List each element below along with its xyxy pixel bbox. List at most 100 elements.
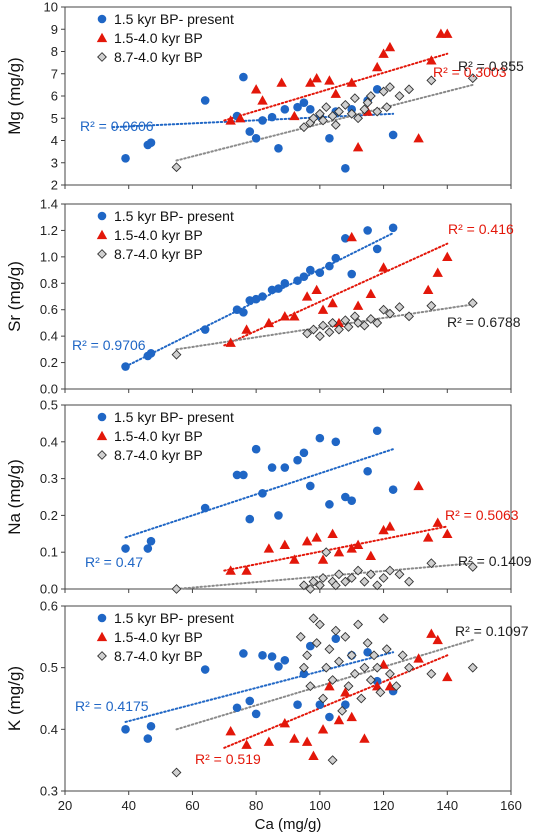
data-point — [200, 503, 210, 513]
data-point — [289, 554, 300, 564]
trendline — [111, 112, 395, 129]
data-point — [467, 561, 478, 572]
legend-entry: 1.5-4.0 kyr BP — [114, 227, 203, 243]
data-point — [388, 485, 398, 494]
data-point — [279, 539, 291, 549]
legend-entry: 1.5 kyr BP- present — [114, 610, 234, 626]
x-tick-label: 140 — [436, 798, 458, 813]
data-point — [258, 116, 267, 125]
x-tick-label: 160 — [500, 798, 522, 813]
data-point — [330, 580, 341, 591]
data-point — [295, 631, 306, 642]
data-point — [426, 558, 437, 569]
data-point — [225, 725, 236, 736]
data-point — [372, 106, 383, 117]
data-point — [306, 105, 315, 114]
data-point — [353, 619, 364, 630]
data-point — [334, 106, 344, 117]
data-point — [305, 584, 316, 594]
data-point — [121, 154, 130, 163]
y-tick-label: 0.8 — [40, 276, 58, 291]
data-point — [347, 496, 357, 505]
data-point — [422, 532, 434, 542]
data-point — [267, 285, 277, 295]
data-point — [365, 675, 376, 685]
data-point — [301, 291, 313, 301]
data-point — [311, 532, 322, 542]
data-point — [378, 262, 389, 272]
data-point — [200, 96, 210, 105]
data-point — [324, 644, 335, 655]
data-point — [381, 644, 392, 655]
data-point — [258, 292, 267, 301]
data-point — [349, 311, 360, 322]
data-point — [359, 104, 370, 115]
data-point — [317, 554, 329, 564]
data-point — [331, 437, 341, 447]
y-axis-label: Mg (mg/g) — [5, 57, 24, 134]
data-point — [250, 84, 262, 94]
y-tick-label: 10 — [44, 0, 58, 15]
data-point — [341, 492, 350, 502]
legend-marker — [97, 211, 107, 221]
r2-label: R² = 0.416 — [448, 221, 514, 237]
r2-label: R² = 0.0606 — [80, 118, 154, 134]
plot-frame — [64, 605, 512, 792]
legend-entry: 1.5-4.0 kyr BP — [114, 428, 203, 444]
data-point — [381, 102, 392, 113]
data-point — [318, 115, 328, 126]
data-point — [333, 317, 345, 328]
data-point — [280, 655, 290, 665]
data-point — [311, 284, 322, 295]
data-point — [442, 671, 453, 682]
data-point — [267, 463, 277, 472]
data-point — [372, 317, 383, 328]
y-tick-label: 0.3 — [40, 471, 58, 486]
data-point — [362, 97, 373, 108]
data-point — [330, 88, 341, 98]
data-point — [245, 127, 255, 136]
data-point — [225, 565, 236, 575]
data-point — [375, 687, 386, 698]
data-point — [340, 576, 351, 587]
y-tick-label: 1.4 — [40, 197, 58, 212]
y-tick-label: 6 — [51, 89, 58, 104]
data-point — [311, 638, 322, 648]
data-point — [257, 95, 268, 105]
data-point — [352, 300, 364, 310]
data-point — [378, 613, 389, 624]
panel-2: 0.0 0.1 0.2 0.3 0.4 0.5 Na (mg/g) 1.5 kyr BP- p… — [5, 398, 532, 597]
legend-marker — [97, 249, 107, 259]
data-point — [353, 113, 364, 124]
data-point — [422, 284, 434, 295]
data-point — [340, 687, 351, 697]
data-point — [432, 267, 443, 277]
y-tick-label: 5 — [51, 111, 58, 126]
data-point — [394, 91, 405, 101]
data-point — [432, 634, 443, 645]
data-point — [413, 133, 424, 143]
y-tick-label: 0.4 — [40, 329, 58, 344]
data-point — [146, 138, 156, 148]
legend-marker — [96, 430, 108, 441]
data-point — [306, 265, 315, 275]
data-point — [378, 86, 389, 97]
data-point — [235, 113, 246, 123]
data-point — [251, 444, 261, 454]
data-point — [280, 463, 290, 472]
data-point — [280, 278, 290, 288]
data-point — [359, 733, 370, 743]
data-point — [384, 41, 396, 52]
data-point — [372, 61, 383, 72]
data-point — [325, 133, 334, 143]
data-point — [388, 223, 398, 233]
data-point — [426, 75, 437, 86]
y-tick-label: 7 — [51, 66, 58, 81]
data-point — [334, 569, 344, 580]
data-point — [325, 712, 334, 722]
data-point — [276, 77, 287, 87]
data-point — [365, 550, 377, 561]
data-point — [146, 721, 156, 731]
panel-0: 2 3 4 5 6 7 8 9 10 Mg (mg/g) 1.5 kyr BP- present 1.… — [5, 0, 524, 193]
data-point — [372, 426, 382, 436]
